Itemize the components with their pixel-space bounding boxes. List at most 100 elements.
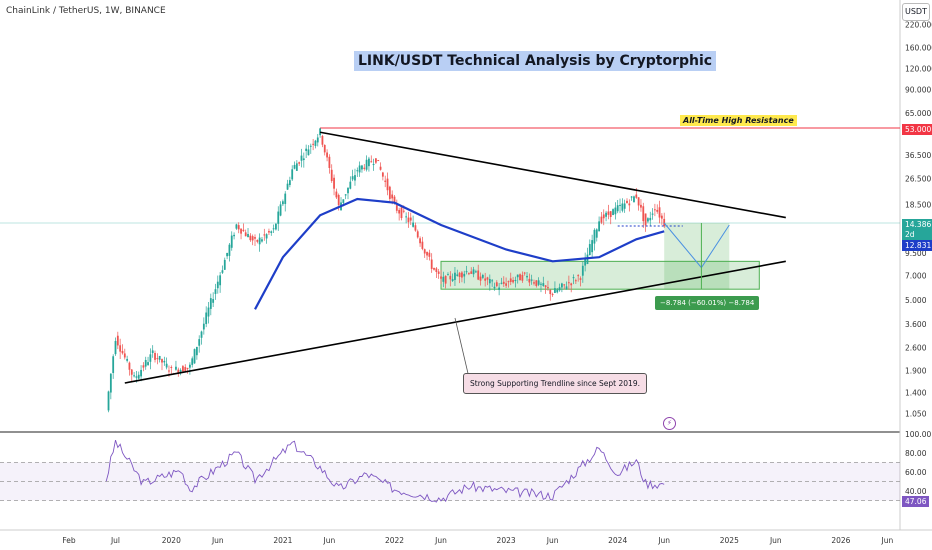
candle-body <box>186 367 189 369</box>
candle-body <box>126 358 129 361</box>
candle-body <box>561 283 563 288</box>
candle-body <box>107 391 110 411</box>
candle-body <box>437 271 440 274</box>
candle-body <box>509 278 512 282</box>
candle-body <box>523 272 526 274</box>
candle-body <box>463 273 466 277</box>
time-tick-label: 2023 <box>497 536 516 545</box>
candle-body <box>654 209 656 211</box>
time-tick-label: Jun <box>434 536 447 545</box>
candle-body <box>247 233 249 238</box>
price-tick-label: 7.000 <box>905 271 927 280</box>
candle-body <box>363 167 366 169</box>
candle-body <box>495 282 498 287</box>
candle-body <box>572 277 575 279</box>
currency-button[interactable]: USDT <box>902 3 930 21</box>
candle-body <box>354 175 356 181</box>
candle-body <box>493 286 496 289</box>
candle-body <box>488 278 491 284</box>
candle-body <box>468 273 470 275</box>
time-tick-label: 2025 <box>720 536 739 545</box>
candle-body <box>461 272 463 278</box>
rsi-tick-label: 60.00 <box>905 468 927 477</box>
candle-body <box>268 231 270 233</box>
candle-body <box>219 275 222 286</box>
candle-body <box>128 362 131 370</box>
candle-body <box>623 203 626 209</box>
candle-body <box>379 166 382 170</box>
candle-body <box>195 346 198 356</box>
candle-body <box>179 369 182 374</box>
candle-body <box>319 128 321 136</box>
candle-body <box>298 162 301 164</box>
candle-body <box>242 229 245 232</box>
ath-price-tag: 53.000 <box>902 124 932 135</box>
lightning-icon[interactable]: ⚡ <box>663 417 676 430</box>
rsi-tick-label: 40.00 <box>905 487 927 496</box>
candle-body <box>244 232 247 237</box>
candle-body <box>344 194 347 196</box>
candle-body <box>114 341 117 355</box>
candle-body <box>109 373 112 393</box>
candle-body <box>386 178 389 191</box>
price-tick-label: 5.000 <box>905 296 927 305</box>
price-tick-label: 1.050 <box>905 410 927 419</box>
time-tick-label: Jun <box>769 536 782 545</box>
candle-body <box>291 169 294 180</box>
candle-body <box>384 180 387 182</box>
symbol-label: ChainLink / TetherUS, 1W, BINANCE <box>6 6 166 16</box>
candle-body <box>189 364 191 368</box>
candle-body <box>451 279 454 282</box>
candle-body <box>135 376 138 378</box>
price-tick-label: 9.500 <box>905 249 927 258</box>
candle-body <box>158 355 161 360</box>
candle-body <box>626 200 628 204</box>
candle-body <box>249 235 252 241</box>
candle-body <box>479 276 482 281</box>
candle-body <box>221 270 224 273</box>
candle-body <box>347 187 349 194</box>
candle-body <box>640 204 642 208</box>
candle-body <box>161 359 163 363</box>
price-tick-label: 1.900 <box>905 366 927 375</box>
rsi-tick-label: 100.00 <box>905 430 931 439</box>
candle-body <box>393 196 396 204</box>
candle-body <box>228 244 231 256</box>
candle-body <box>223 259 226 270</box>
candle-body <box>642 206 645 222</box>
candle-body <box>663 218 666 227</box>
candle-body <box>202 323 205 330</box>
candle-body <box>388 186 391 199</box>
price-tick-label: 220.000 <box>905 20 932 29</box>
candle-body <box>302 158 305 161</box>
candle-body <box>323 145 326 153</box>
candle-body <box>444 275 447 284</box>
candle-body <box>435 268 438 272</box>
candle-body <box>428 252 431 257</box>
candle-body <box>595 229 598 238</box>
time-tick-label: Jun <box>881 536 894 545</box>
candle-body <box>140 369 142 377</box>
candle-body <box>256 239 259 242</box>
price-tick-label: 65.000 <box>905 109 931 118</box>
candle-body <box>321 135 324 145</box>
candle-body <box>598 221 600 232</box>
current-price-tag: 14.386 <box>902 219 932 230</box>
candle-body <box>333 177 335 189</box>
candle-body <box>484 278 487 281</box>
time-tick-label: 2024 <box>608 536 627 545</box>
candle-body <box>470 271 473 274</box>
candle-body <box>288 180 291 186</box>
candle-body <box>198 339 201 346</box>
candle-body <box>526 275 528 278</box>
candle-body <box>370 161 373 163</box>
candle-body <box>263 234 266 236</box>
candle-body <box>581 265 584 276</box>
candle-body <box>282 201 284 205</box>
candle-body <box>651 213 654 215</box>
candle-body <box>530 279 533 281</box>
candle-body <box>535 280 538 287</box>
candle-body <box>412 222 414 227</box>
candle-body <box>147 362 149 365</box>
